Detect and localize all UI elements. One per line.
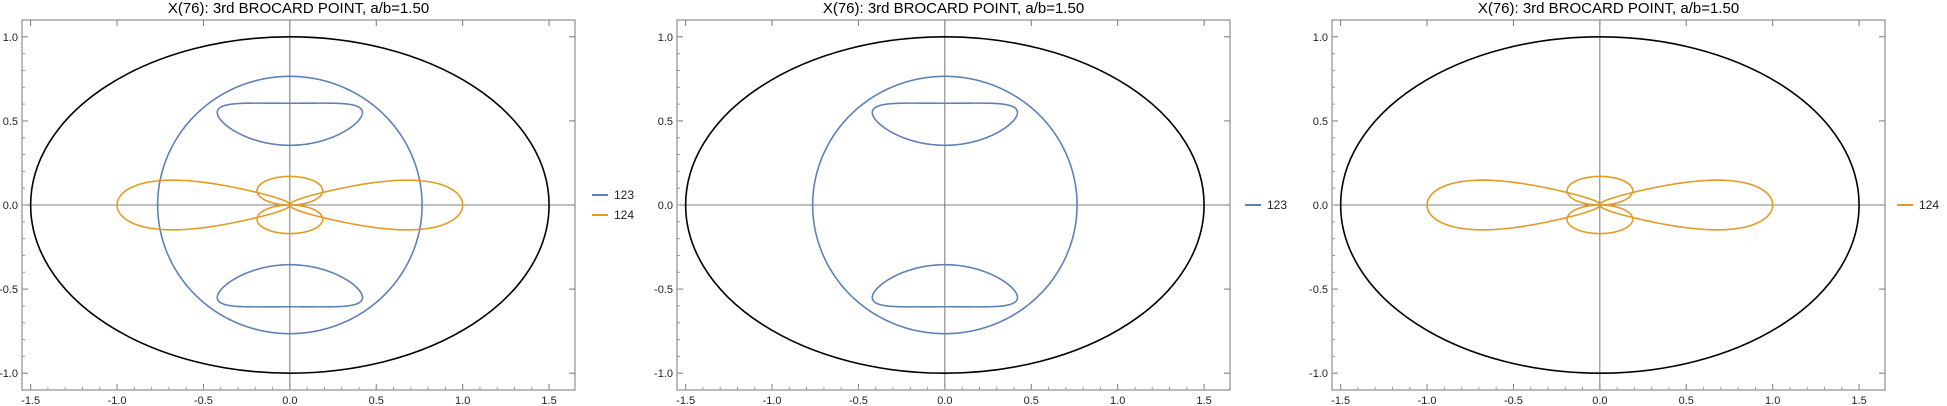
series-123-curve — [871, 102, 1019, 147]
y-tick-label: 0.0 — [3, 200, 18, 212]
y-tick-label: -0.5 — [1309, 284, 1328, 296]
y-tick-label: 0.0 — [658, 200, 673, 212]
series-123-curve — [811, 75, 1078, 335]
legend-label-124: 124 — [1919, 198, 1939, 212]
series-123-curve — [871, 263, 1019, 308]
x-tick-label: 0.5 — [369, 395, 384, 406]
x-tick-label: 0.0 — [937, 395, 952, 406]
x-tick-label: 1.0 — [1765, 395, 1780, 406]
chart-panel-3: X(76): 3rd BROCARD POINT, a/b=1.50 -1.5 -1… — [1309, 0, 1939, 406]
x-tick-label: -0.5 — [194, 395, 213, 406]
legend-label-123: 123 — [1267, 198, 1287, 212]
chart-panel-2: X(76): 3rd BROCARD POINT, a/b=1.50 -1.5 -1… — [654, 0, 1287, 406]
chart-panel-1: X(76): 3rd BROCARD POINT, a/b=1.50 -1.5 -1… — [0, 0, 634, 406]
x-tick-label: -0.5 — [849, 395, 868, 406]
chart-title: X(76): 3rd BROCARD POINT, a/b=1.50 — [823, 0, 1084, 17]
series-124-curve — [1566, 175, 1634, 206]
series-124-curve — [1426, 179, 1601, 231]
series-124-curve — [116, 179, 291, 231]
series-123-curve — [216, 102, 364, 147]
boundary-ellipse — [29, 36, 550, 374]
series-123-curve — [216, 263, 364, 308]
y-tick-label: 0.5 — [3, 116, 18, 128]
x-tick-label: 1.5 — [1851, 395, 1866, 406]
x-tick-label: -1.5 — [1331, 395, 1350, 406]
y-tick-label: 1.0 — [3, 32, 18, 44]
x-tick-label: 1.0 — [1110, 395, 1125, 406]
x-tick-label: 1.5 — [1196, 395, 1211, 406]
y-tick-label: -1.0 — [1309, 368, 1328, 380]
x-tick-label: 0.5 — [1024, 395, 1039, 406]
series-124-curve — [289, 179, 464, 231]
series-124-curve — [256, 204, 324, 235]
y-tick-label: 1.0 — [1313, 32, 1328, 44]
x-tick-label: 0.0 — [282, 395, 297, 406]
boundary-ellipse — [684, 36, 1205, 374]
x-tick-label: -1.5 — [676, 395, 695, 406]
x-tick-label: 1.5 — [541, 395, 556, 406]
y-tick-label: -0.5 — [0, 284, 18, 296]
x-tick-label: 0.5 — [1679, 395, 1694, 406]
x-tick-label: -1.5 — [21, 395, 40, 406]
y-tick-label: 0.5 — [1313, 116, 1328, 128]
y-tick-label: 0.5 — [658, 116, 673, 128]
y-tick-label: 0.0 — [1313, 200, 1328, 212]
series-124-curve — [1599, 179, 1774, 231]
legend-label-123: 123 — [614, 188, 634, 202]
y-tick-label: 1.0 — [658, 32, 673, 44]
x-tick-label: -0.5 — [1504, 395, 1523, 406]
y-tick-label: -1.0 — [0, 368, 18, 380]
series-123-curve — [156, 75, 423, 335]
boundary-ellipse — [1339, 36, 1860, 374]
x-tick-label: -1.0 — [1418, 395, 1437, 406]
legend-label-124: 124 — [614, 208, 634, 222]
series-124-curve — [1566, 204, 1634, 235]
x-tick-label: 0.0 — [1592, 395, 1607, 406]
x-tick-label: 1.0 — [455, 395, 470, 406]
series-124-curve — [256, 175, 324, 206]
y-tick-label: -1.0 — [654, 368, 673, 380]
chart-title: X(76): 3rd BROCARD POINT, a/b=1.50 — [168, 0, 429, 17]
chart-title: X(76): 3rd BROCARD POINT, a/b=1.50 — [1478, 0, 1739, 17]
x-tick-label: -1.0 — [763, 395, 782, 406]
y-tick-label: -0.5 — [654, 284, 673, 296]
x-tick-label: -1.0 — [108, 395, 127, 406]
